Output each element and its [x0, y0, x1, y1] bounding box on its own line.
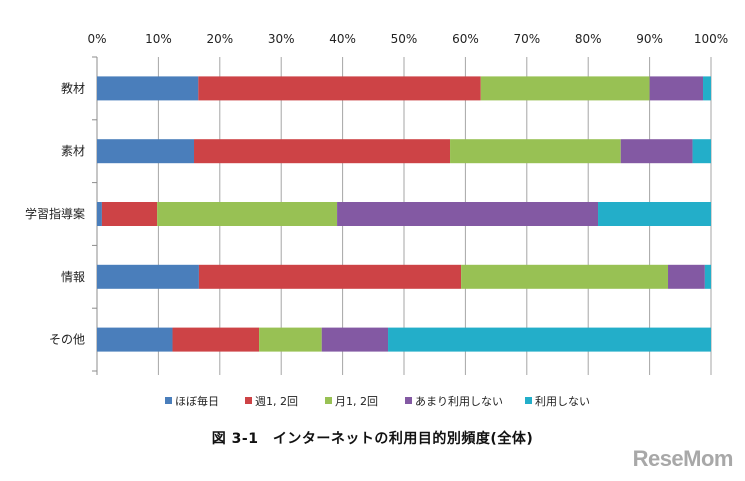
legend-label: ほぼ毎日 — [175, 395, 219, 408]
x-tick-label: 70% — [513, 32, 540, 46]
chart-title: 図 3-1 インターネットの利用目的別頻度(全体) — [211, 431, 534, 447]
bar-segment — [97, 202, 102, 226]
bar-segment — [388, 327, 711, 352]
bar-segment — [97, 76, 199, 101]
bar-segment — [172, 327, 260, 352]
x-axis-ticks: 0% 10% 20% 30% 40% 50% 60% 70% 80% 90% 100% — [87, 32, 728, 46]
bar-segment — [703, 76, 711, 101]
x-tick-label: 30% — [268, 32, 295, 46]
bar-segment — [194, 139, 451, 164]
category-label: 教材 — [61, 80, 85, 95]
bar-segment — [480, 76, 650, 101]
bar-segment — [157, 202, 338, 226]
bar-segment — [450, 139, 621, 164]
bar-segment — [259, 327, 322, 352]
legend: ほぼ毎日 週1, 2回 月1, 2回 あまり利用しない 利用しない — [165, 395, 590, 408]
y-axis — [92, 56, 97, 372]
legend-swatch — [325, 397, 332, 404]
bar-segment — [668, 264, 705, 289]
bar-segment — [337, 202, 599, 226]
x-tick-label: 100% — [694, 32, 728, 46]
legend-swatch — [245, 397, 252, 404]
bars — [97, 76, 711, 352]
stacked-bar-chart: 0% 10% 20% 30% 40% 50% 60% 70% 80% 90% 100% 教材素材学習… — [25, 32, 728, 408]
x-tick-label: 50% — [391, 32, 418, 46]
legend-label: 月1, 2回 — [335, 395, 378, 408]
x-tick-label: 20% — [206, 32, 233, 46]
category-label: 素材 — [61, 144, 85, 158]
legend-swatch — [165, 397, 172, 404]
bar-segment — [704, 264, 711, 289]
legend-label: 利用しない — [535, 395, 590, 408]
legend-label: あまり利用しない — [415, 395, 503, 408]
category-label: 学習指導案 — [25, 206, 85, 221]
x-tick-label: 60% — [452, 32, 479, 46]
x-tick-label: 80% — [575, 32, 602, 46]
bar-segment — [97, 139, 195, 164]
bar-segment — [692, 139, 711, 164]
x-tick-label: 0% — [87, 32, 106, 46]
x-tick-label: 10% — [145, 32, 172, 46]
bar-segment — [461, 264, 669, 289]
bar-segment — [620, 139, 693, 164]
x-tick-label: 40% — [329, 32, 356, 46]
bar-segment — [101, 202, 158, 226]
bar-segment — [598, 202, 711, 226]
bar-segment — [97, 327, 173, 352]
x-tick-label: 90% — [636, 32, 663, 46]
bar-segment — [649, 76, 704, 101]
bar-segment — [321, 327, 389, 352]
category-label: 情報 — [61, 270, 85, 284]
bar-segment — [97, 264, 199, 289]
category-label: その他 — [49, 333, 85, 347]
legend-swatch — [525, 397, 532, 404]
resemom-logo: ReseMom — [632, 446, 734, 471]
legend-swatch — [405, 397, 412, 404]
bar-segment — [198, 264, 462, 289]
legend-label: 週1, 2回 — [255, 395, 298, 408]
bar-segment — [198, 76, 481, 101]
